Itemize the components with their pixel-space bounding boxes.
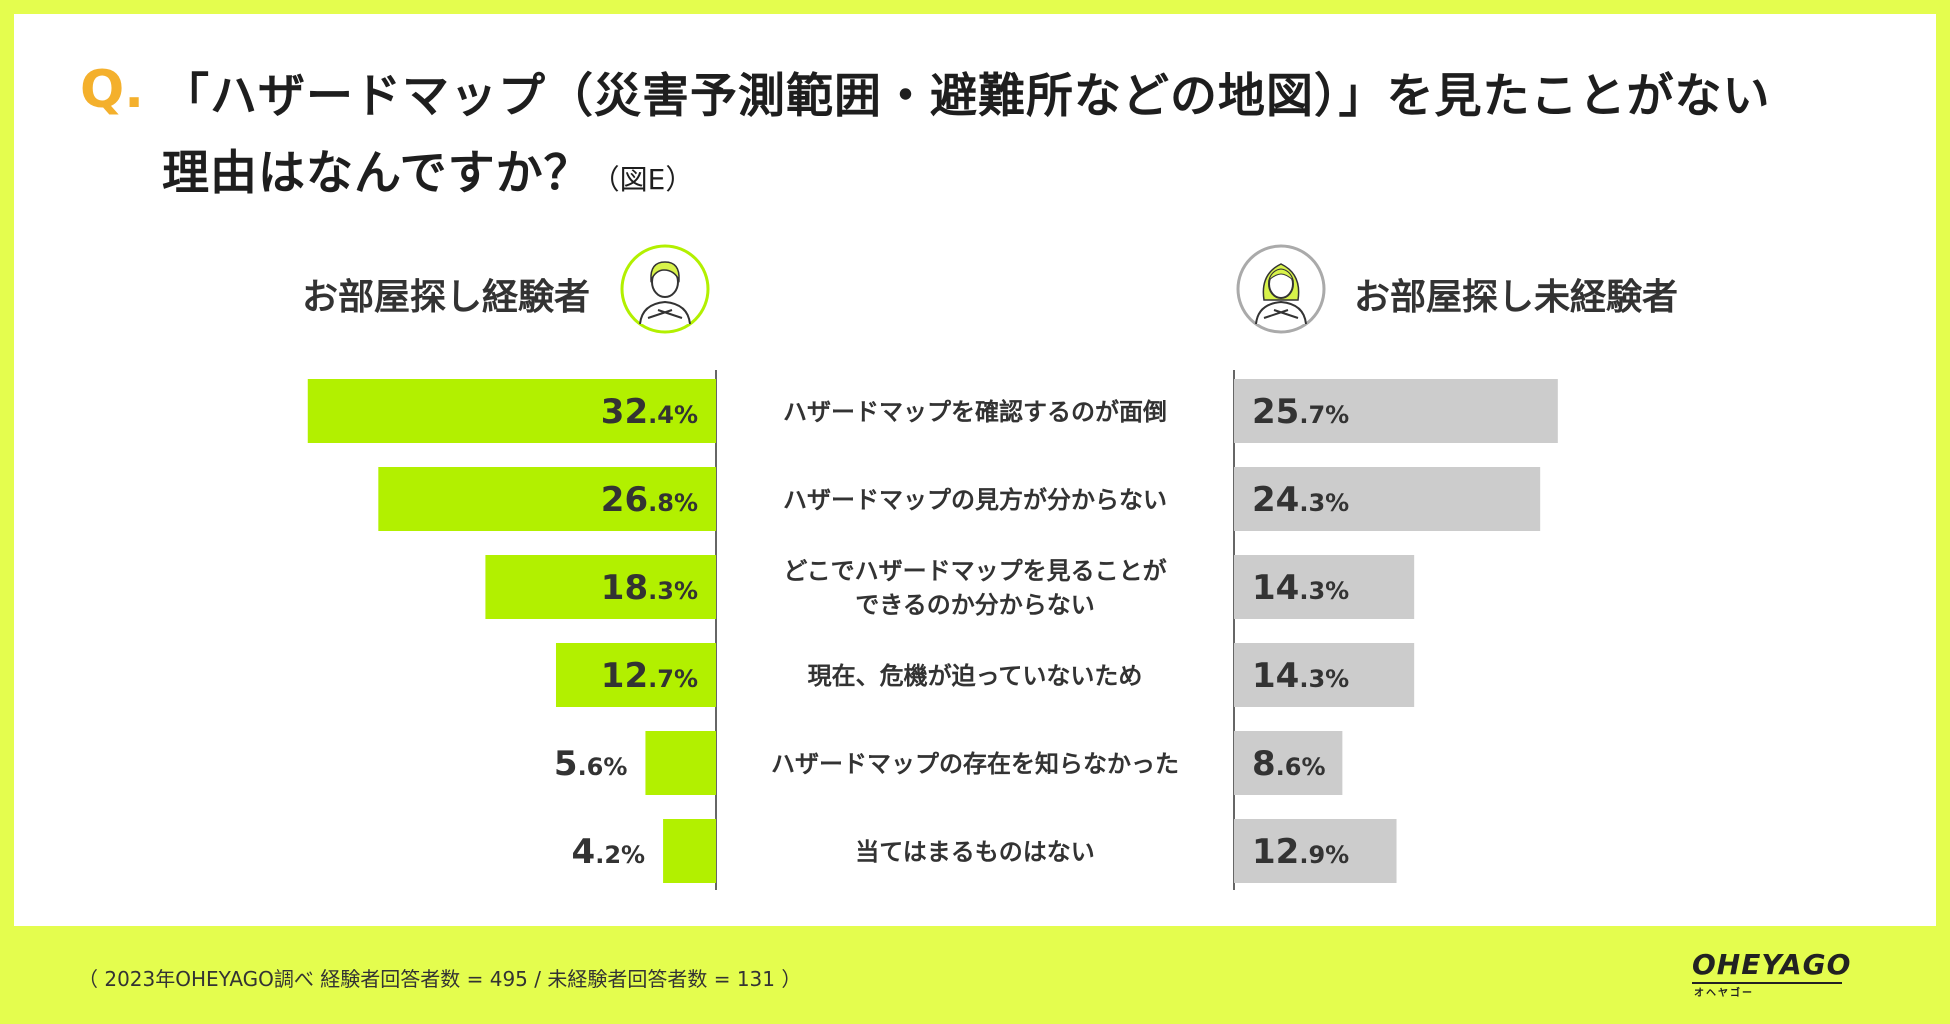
left-value-label: 18.3% [601,568,698,608]
title-line-2: 理由はなんですか？ [162,146,592,201]
category-label: ハザードマップの見方が分からない [783,486,1167,514]
left-group-label: お部屋探し経験者 [302,277,591,318]
left-axis-line [715,370,717,890]
content-card [14,14,1936,926]
right-value-label: 14.3% [1252,656,1349,696]
right-value-label: 25.7% [1252,392,1349,432]
female-avatar-icon [1236,244,1326,334]
right-value-label: 14.3% [1252,568,1349,608]
page-title: 「ハザードマップ（災害予測範囲・避難所などの地図）」を見たことがない 理由はなん… [162,58,1771,218]
category-label: どこでハザードマップを見ることができるのか分からない [783,557,1166,619]
right-bar [1234,555,1415,619]
right-bar [1234,819,1397,883]
right-value-label: 8.6% [1252,744,1326,784]
left-bar [663,819,716,883]
logo-text: OHEYAGO [1692,948,1852,981]
left-value-label: 26.8% [601,480,698,520]
right-axis-line [1233,370,1235,890]
logo-underline [1692,982,1842,984]
figure-label: （図E） [591,163,694,196]
left-bar [378,467,716,531]
right-group-label: お部屋探し未経験者 [1354,277,1679,318]
left-value-label: 4.2% [572,832,646,872]
right-value-label: 12.9% [1252,832,1349,872]
right-value-label: 24.3% [1252,480,1349,520]
footer-note: （ 2023年OHEYAGO調べ 経験者回答者数 = 495 / 未経験者回答者… [78,967,802,991]
left-bar [307,379,716,443]
left-value-label: 32.4% [601,392,698,432]
left-bar [645,731,716,795]
category-label: 現在、危機が迫っていないため [808,662,1143,690]
right-bar [1234,379,1558,443]
right-bar [1234,467,1541,531]
male-avatar-icon [620,244,710,334]
right-bar [1234,731,1343,795]
category-label: ハザードマップを確認するのが面倒 [783,398,1167,426]
logo-subtext: オヘヤゴー [1694,988,1754,999]
title-line-1: 「ハザードマップ（災害予測範囲・避難所などの地図）」を見たことがない [162,69,1771,124]
category-label: ハザードマップの存在を知らなかった [771,750,1179,778]
left-value-label: 5.6% [554,744,628,784]
question-mark-label: Q. [80,60,144,120]
left-bar [555,643,716,707]
right-bar [1234,643,1415,707]
left-value-label: 12.7% [601,656,698,696]
oheyago-logo: OHEYAGO オヘヤゴー [1692,948,1868,1000]
category-label: 当てはまるものはない [855,838,1095,866]
left-bar [485,555,716,619]
